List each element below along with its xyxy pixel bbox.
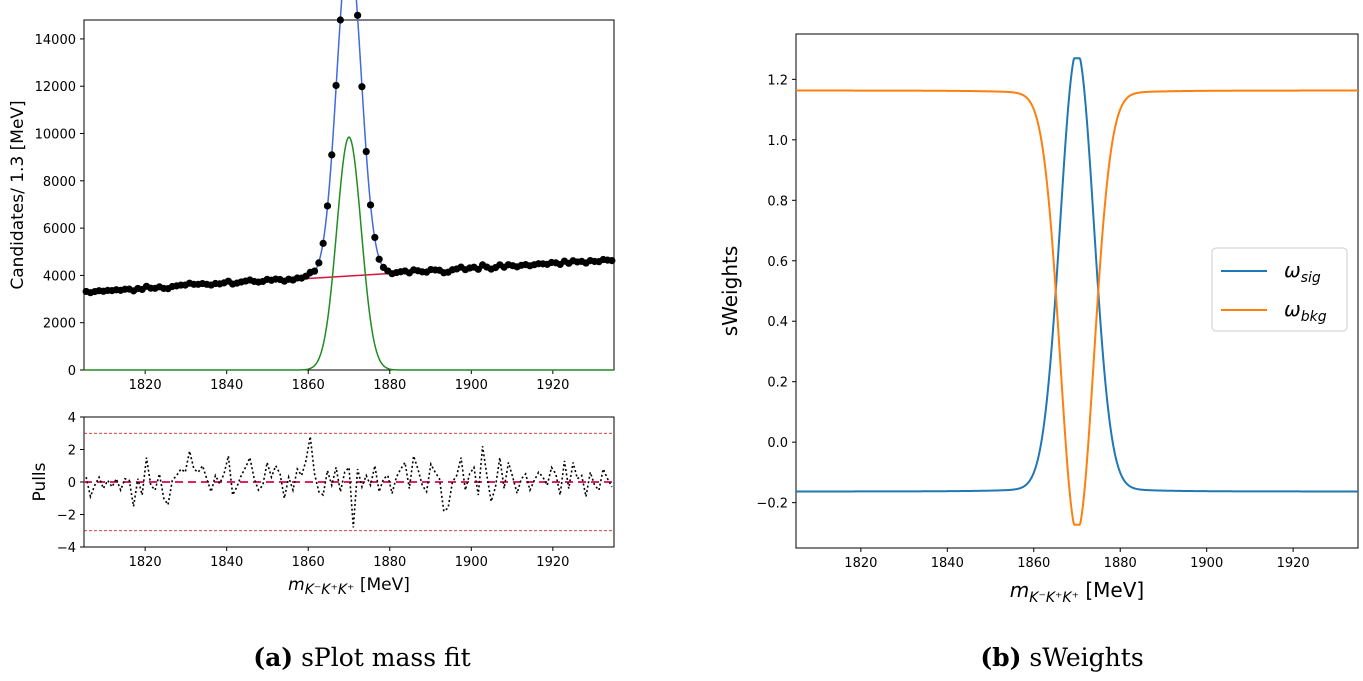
pulls-x-label-main: m (288, 575, 305, 595)
sweights-y-tick-label: 0.8 (767, 194, 788, 209)
caption-a-tag: (a) (253, 643, 293, 672)
data-point (310, 267, 319, 275)
sweights-panel: 1820 1840 1860 1880 1900 1920 −0.2 0.0 0.2 0.4 0.6… (718, 33, 1359, 606)
data-point (608, 257, 616, 265)
sweights-y-tick-label: 1.0 (767, 134, 788, 149)
mass-fit-y-tick-label: 12000 (35, 80, 76, 95)
data-point (366, 201, 375, 209)
data-point (315, 259, 323, 267)
mass-fit-x-tick-label: 1880 (373, 378, 406, 393)
mass-fit-x-tick-label: 1900 (455, 378, 488, 393)
data-point (354, 11, 362, 19)
data-point (362, 148, 370, 156)
data-point (474, 265, 482, 273)
mass-fit-y-tick-label: 0 (68, 364, 76, 379)
pulls-y-tick-label: 0 (68, 476, 76, 491)
pulls-x-tick-label: 1880 (373, 555, 406, 570)
sweights-x-label-main: m (1010, 578, 1029, 602)
sweights-y-tick-label: 0.6 (767, 255, 788, 270)
sweights-y-tick-label: 0.0 (767, 436, 788, 451)
pulls-panel: 1820 1840 1860 1880 1900 1920 −4 −2 0 2 4 Pulls mK… (30, 411, 615, 598)
sweights-x-tick-label: 1900 (1190, 556, 1223, 571)
sweight-signal-curve (796, 57, 1358, 493)
sweights-x-label: mK⁻K⁺K⁺ [MeV] (1010, 578, 1144, 606)
legend-sig-label: ωsig (1284, 258, 1321, 286)
pulls-y-label: Pulls (30, 462, 50, 501)
mass-fit-panel: 1820 1840 1860 1880 1900 1920 0 2000 4000 6000 800… (8, 0, 616, 393)
legend-bkg-label: ωbkg (1284, 297, 1327, 325)
sweights-y-label: sWeights (718, 246, 742, 337)
caption-a: (a) sPlot mass fit (253, 643, 470, 672)
caption-b: (b) sWeights (980, 643, 1143, 672)
legend-sig-omega: ω (1284, 258, 1301, 282)
sweights-x-label-sub: K⁻K⁺K⁺ (1029, 590, 1079, 606)
sweights-x-label-unit: [MeV] (1079, 578, 1144, 602)
pulls-x-tick-label: 1860 (292, 555, 325, 570)
sweights-y-tick-label: −0.2 (756, 497, 788, 512)
data-point (358, 83, 366, 91)
data-point (332, 81, 340, 90)
caption-a-text: sPlot mass fit (293, 643, 471, 672)
mass-fit-y-tick-label: 8000 (43, 175, 76, 190)
data-point (336, 16, 344, 24)
legend-bkg-sub: bkg (1301, 309, 1327, 325)
legend-box (1211, 247, 1348, 332)
pulls-y-tick-label: −4 (57, 541, 76, 556)
pulls-x-label: mK⁻K⁺K⁺ [MeV] (288, 575, 410, 598)
pulls-x-tick-label: 1920 (536, 555, 569, 570)
sweights-y-tick-label: 0.4 (767, 315, 788, 330)
pulls-x-label-sub: K⁻K⁺K⁺ (305, 582, 355, 598)
data-point (328, 151, 336, 159)
mass-fit-y-label: Candidates/ 1.3 [MeV] (8, 100, 28, 289)
mass-fit-x-tick-label: 1820 (129, 378, 162, 393)
data-point (319, 239, 327, 247)
data-point (323, 202, 332, 210)
mass-fit-frame (83, 19, 615, 371)
caption-b-tag: (b) (980, 643, 1021, 672)
mass-fit-y-tick-label: 2000 (43, 317, 76, 332)
caption-b-text: sWeights (1021, 643, 1143, 672)
sweights-x-tick-label: 1880 (1104, 556, 1137, 571)
mass-fit-y-tick-label: 10000 (35, 128, 76, 143)
sweights-x-tick-label: 1860 (1017, 556, 1050, 571)
pulls-x-tick-label: 1820 (129, 555, 162, 570)
legend-bkg-omega: ω (1284, 297, 1301, 321)
total-curve (83, 0, 615, 293)
sweights-x-tick-label: 1820 (844, 556, 877, 571)
mass-fit-y-tick-label: 6000 (43, 222, 76, 237)
mass-fit-x-tick-label: 1860 (292, 378, 325, 393)
pulls-x-tick-label: 1840 (210, 555, 243, 570)
data-point (371, 233, 379, 242)
sweights-y-tick-label: 1.2 (767, 73, 788, 88)
signal-curve (84, 136, 614, 371)
data-point (375, 255, 383, 263)
mass-fit-y-tick-label: 14000 (35, 33, 76, 48)
mass-fit-x-tick-label: 1920 (536, 378, 569, 393)
pulls-x-tick-label: 1900 (455, 555, 488, 570)
sweights-x-tick-label: 1920 (1277, 556, 1310, 571)
pulls-y-tick-label: −2 (57, 509, 76, 524)
sweights-frame (795, 33, 1359, 549)
pulls-y-tick-label: 2 (68, 444, 76, 459)
mass-fit-x-tick-label: 1840 (210, 378, 243, 393)
sweight-background-curve (796, 89, 1358, 526)
mass-fit-y-tick-label: 4000 (43, 269, 76, 284)
sweights-y-tick-label: 0.2 (767, 376, 788, 391)
legend-sig-sub: sig (1301, 270, 1321, 286)
pulls-y-tick-label: 4 (68, 411, 76, 426)
pulls-x-label-unit: [MeV] (354, 575, 409, 595)
sweights-legend: ωsig ωbkg (1211, 247, 1348, 332)
sweights-x-tick-label: 1840 (931, 556, 964, 571)
